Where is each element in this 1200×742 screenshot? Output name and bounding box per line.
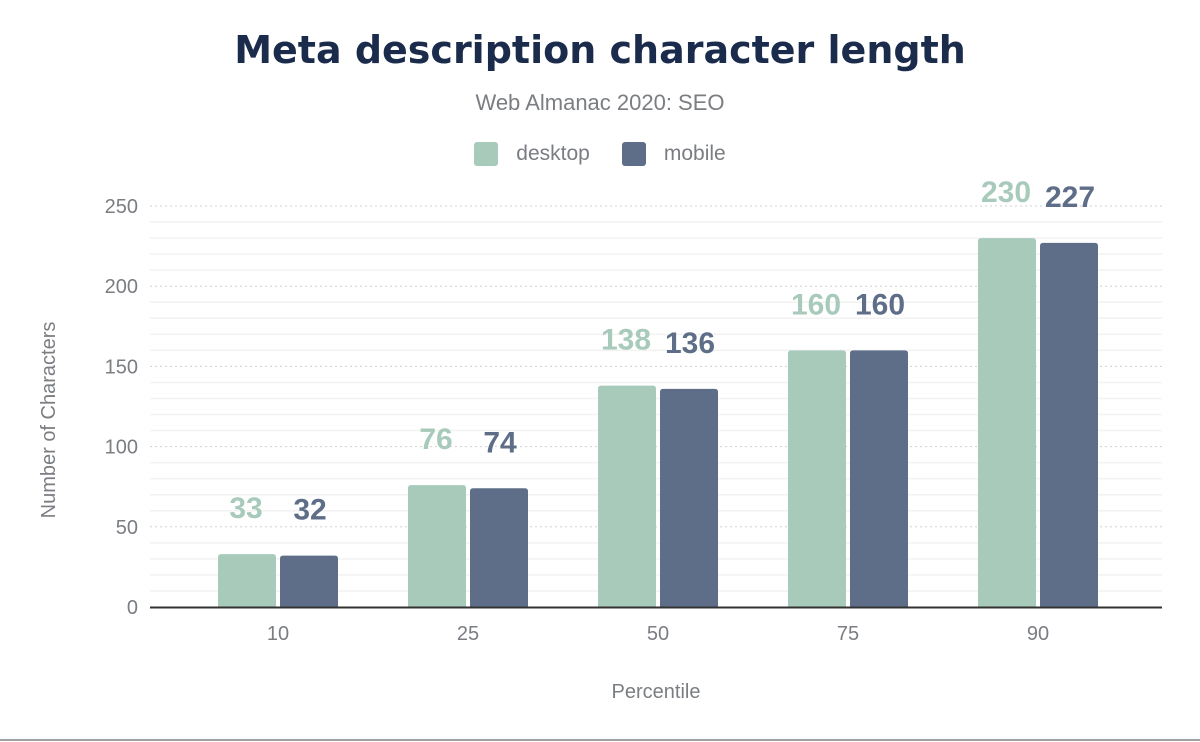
bar-desktop-90 — [978, 238, 1036, 607]
data-label-mobile-75: 160 — [855, 288, 905, 321]
divider — [0, 739, 1200, 741]
legend-swatch-desktop — [474, 142, 499, 166]
chart-subtitle: Web Almanac 2020: SEO — [475, 90, 725, 115]
data-label-mobile-90: 227 — [1045, 181, 1095, 214]
data-label-mobile-25: 74 — [483, 426, 517, 459]
x-tick-label: 90 — [1027, 623, 1049, 645]
x-tick-label: 50 — [647, 623, 669, 645]
data-label-desktop-10: 33 — [229, 492, 262, 525]
x-tick-label: 10 — [267, 623, 289, 645]
data-label-desktop-90: 230 — [981, 176, 1031, 209]
bar-desktop-50 — [598, 385, 656, 607]
legend-label-desktop: desktop — [516, 142, 590, 165]
data-label-mobile-50: 136 — [665, 327, 715, 360]
y-tick-label: 100 — [105, 437, 138, 459]
bar-desktop-25 — [408, 485, 466, 607]
x-tick-label: 25 — [457, 623, 479, 645]
bar-mobile-50 — [660, 388, 718, 607]
bar-desktop-10 — [218, 554, 276, 607]
y-tick-label: 250 — [105, 196, 138, 218]
bar-mobile-75 — [850, 350, 908, 607]
bar-mobile-25 — [470, 488, 528, 607]
data-label-desktop-75: 160 — [791, 288, 841, 321]
y-axis-label: Number of Characters — [38, 322, 60, 519]
legend-item-mobile[interactable]: mobile — [621, 142, 726, 166]
legend-item-desktop[interactable]: desktop — [474, 142, 590, 166]
data-label-desktop-25: 76 — [419, 423, 452, 456]
y-tick-label: 200 — [105, 276, 138, 298]
y-tick-label: 150 — [105, 356, 138, 378]
x-axis-label: Percentile — [612, 681, 701, 703]
x-tick-label: 75 — [837, 623, 859, 645]
legend-swatch-mobile — [621, 142, 646, 166]
data-label-mobile-10: 32 — [293, 494, 326, 527]
y-tick-label: 50 — [116, 517, 138, 539]
bar-mobile-10 — [280, 555, 338, 607]
bar-desktop-75 — [788, 350, 846, 607]
data-label-desktop-50: 138 — [601, 324, 651, 357]
legend-label-mobile: mobile — [663, 142, 726, 165]
y-tick-label: 0 — [127, 597, 138, 619]
bar-mobile-90 — [1040, 242, 1098, 607]
chart-title: Meta description character length — [234, 28, 966, 72]
legend: desktop mobile — [0, 142, 1200, 166]
